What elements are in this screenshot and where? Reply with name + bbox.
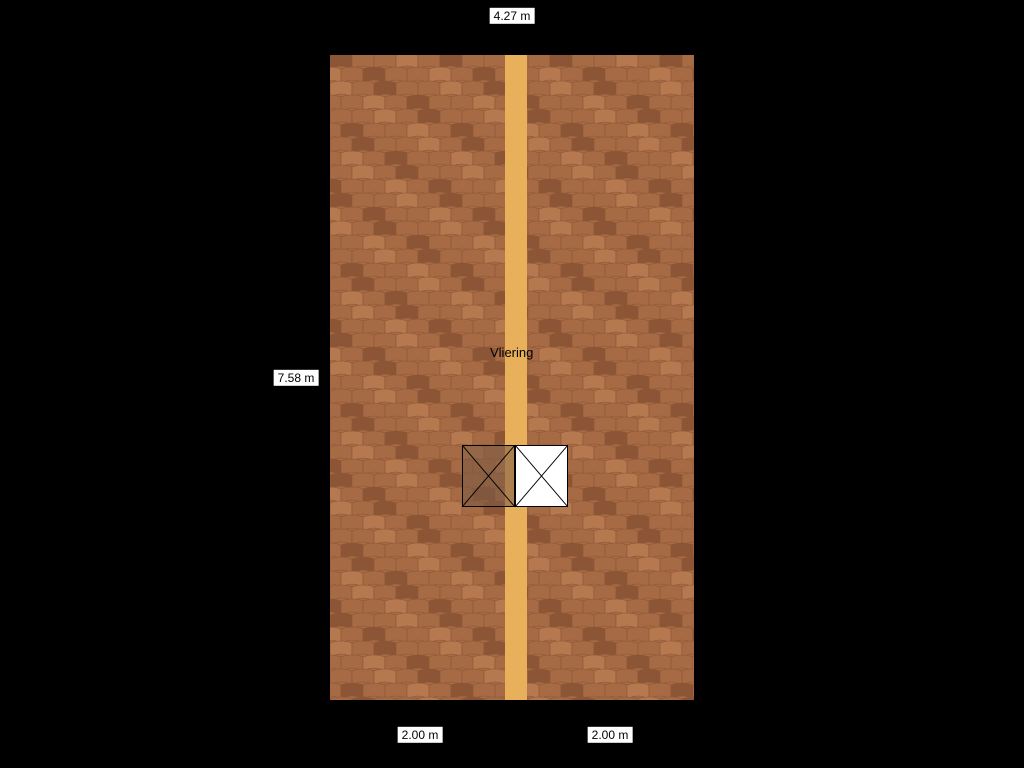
dim-top: 4.27 m: [490, 8, 535, 24]
room-label: Vliering: [490, 345, 533, 360]
hatch-right-x-icon: [516, 446, 567, 506]
roof-hatch: [462, 445, 568, 507]
hatch-left: [462, 445, 515, 507]
dim-bottom-left: 2.00 m: [398, 727, 443, 743]
dim-left: 7.58 m: [274, 370, 319, 386]
hatch-right: [515, 445, 568, 507]
dim-bottom-right: 2.00 m: [588, 727, 633, 743]
roof-ridge: [505, 55, 527, 700]
hatch-left-x-icon: [463, 446, 514, 506]
floorplan-stage: Vliering 4.27 m 7.58 m 2.00 m 2.00 m: [0, 0, 1024, 768]
